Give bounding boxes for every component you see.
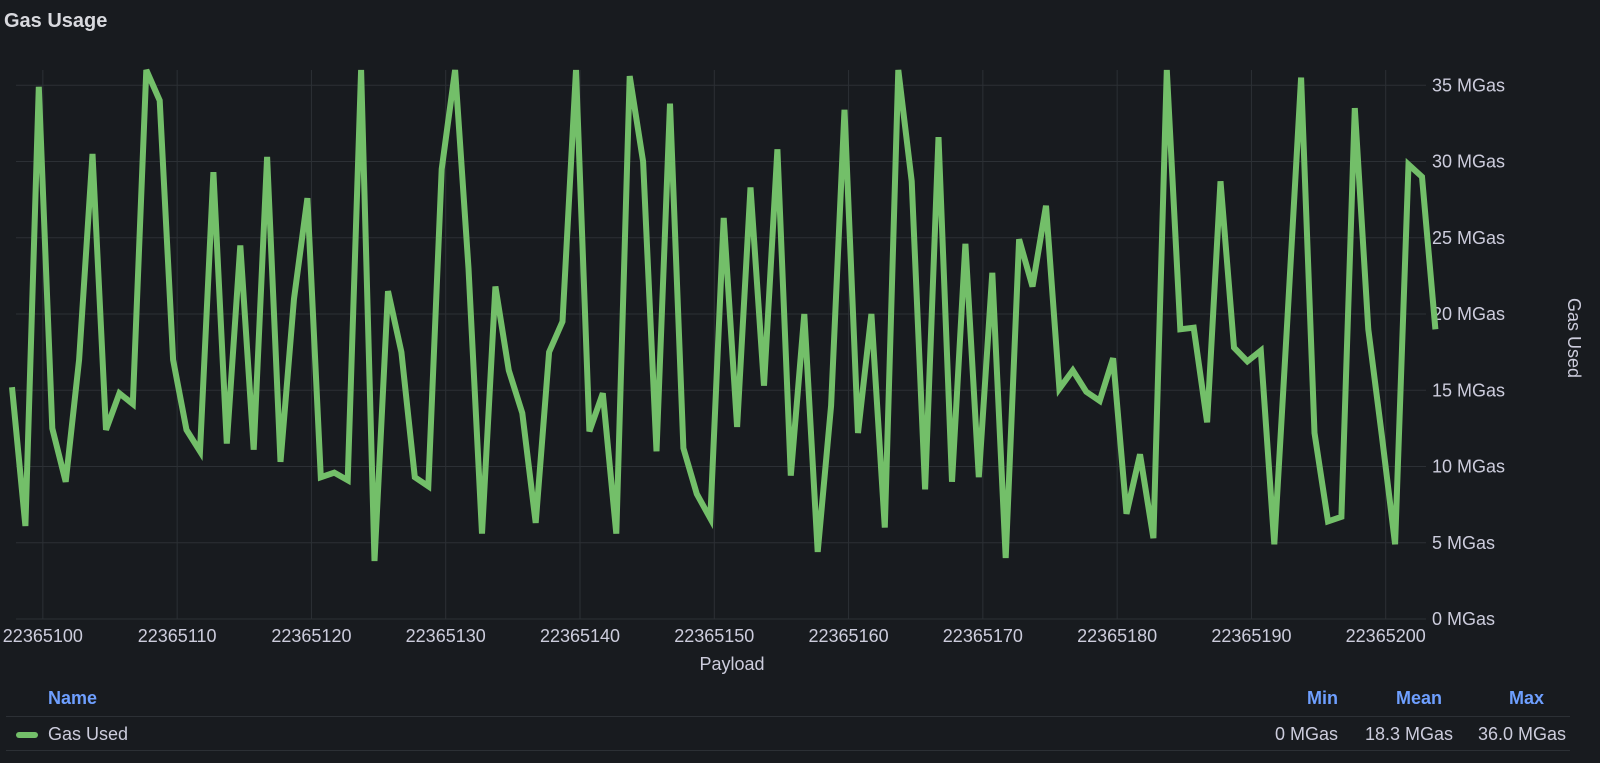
gas-usage-line-chart[interactable]: 0 MGas 5 MGas 10 MGas 15 MGas 20 MGas 25 MGas… [0, 0, 1600, 680]
y-axis-ticks: 0 MGas 5 MGas 10 MGas 15 MGas 20 MGas 25 MGas… [1432, 75, 1505, 629]
legend-col-mean[interactable]: Mean [1396, 688, 1443, 708]
legend-col-name[interactable]: Name [48, 688, 98, 708]
chart-series [9, 68, 1439, 562]
x-tick-label: 22365190 [1211, 626, 1291, 646]
legend-series-name[interactable]: Gas Used [48, 724, 129, 744]
x-axis-label: Payload [699, 654, 764, 674]
x-tick-label: 22365160 [809, 626, 889, 646]
y-tick-label: 30 MGas [1432, 152, 1505, 172]
y-tick-label: 25 MGas [1432, 228, 1505, 248]
x-tick-label: 22365130 [406, 626, 486, 646]
x-tick-label: 22365150 [674, 626, 754, 646]
y-tick-label: 15 MGas [1432, 380, 1505, 400]
x-tick-label: 22365170 [943, 626, 1023, 646]
panel-title: Gas Usage [4, 10, 108, 32]
x-tick-label: 22365100 [3, 626, 83, 646]
y-tick-label: 5 MGas [1432, 533, 1495, 553]
series-line-gas-used[interactable] [9, 68, 1439, 562]
y-tick-label: 35 MGas [1432, 75, 1505, 95]
y-axis-label: Gas Used [1564, 298, 1584, 378]
legend-max-value: 36.0 MGas [1478, 724, 1567, 744]
x-tick-label: 22365200 [1346, 626, 1426, 646]
y-tick-label: 0 MGas [1432, 609, 1495, 629]
legend-col-max[interactable]: Max [1509, 688, 1545, 708]
y-tick-label: 10 MGas [1432, 457, 1505, 477]
legend-divider [6, 750, 1570, 751]
legend-mean-value: 18.3 MGas [1365, 724, 1454, 744]
x-tick-label: 22365180 [1077, 626, 1157, 646]
legend-swatch-gas-used [16, 732, 38, 738]
x-tick-label: 22365140 [540, 626, 620, 646]
x-tick-label: 22365110 [138, 626, 217, 646]
y-tick-label: 20 MGas [1432, 304, 1505, 324]
x-tick-label: 22365120 [271, 626, 351, 646]
legend-min-value: 0 MGas [1275, 724, 1339, 744]
legend-col-min[interactable]: Min [1307, 688, 1338, 708]
legend-divider [6, 716, 1570, 717]
x-axis-ticks: 22365100 22365110 22365120 22365130 22365140… [3, 626, 1426, 646]
